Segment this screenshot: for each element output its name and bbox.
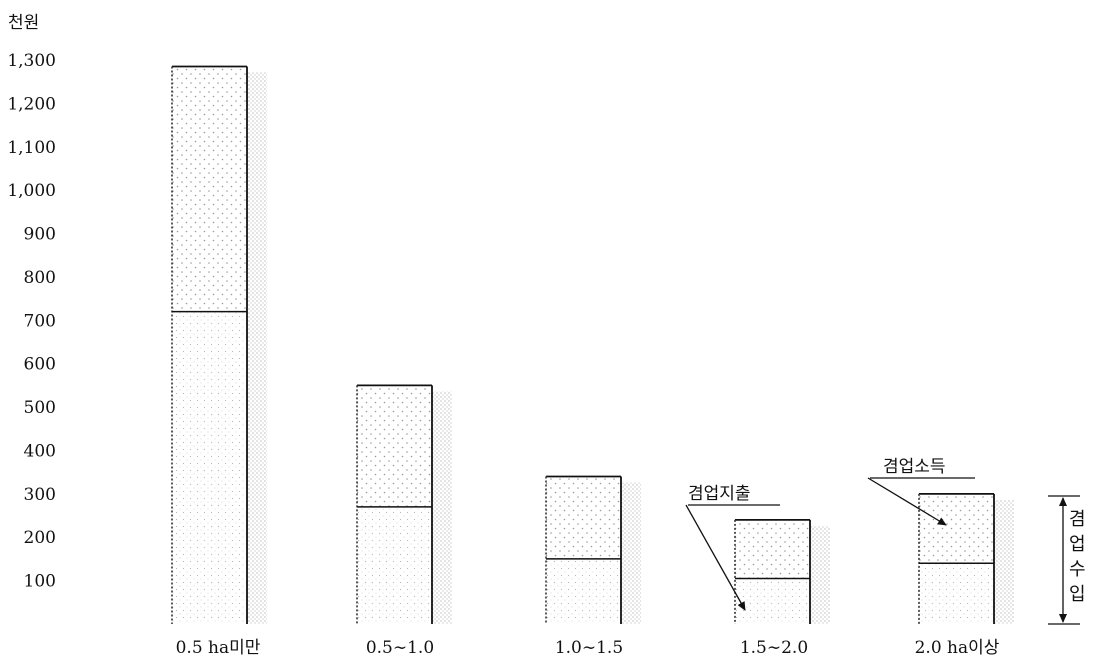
bar-shadow xyxy=(432,391,452,624)
y-tick-label: 1,200 xyxy=(7,94,56,114)
y-tick-label: 1,000 xyxy=(7,181,56,201)
bar-shadow xyxy=(247,72,267,624)
category-label: 1.0∼1.5 xyxy=(555,638,623,658)
y-tick-label: 1,100 xyxy=(7,138,56,158)
bar-shadow xyxy=(810,525,830,624)
annotation-expense-arrow xyxy=(685,504,746,611)
y-tick-label: 300 xyxy=(24,485,56,505)
y-tick-label: 1,300 xyxy=(7,51,56,71)
category-label: 1.5∼2.0 xyxy=(740,638,808,658)
y-tick-label: 800 xyxy=(24,268,56,288)
revenue-label-char-4: 입 xyxy=(1069,584,1086,605)
annotation-expense: 겸업지출 xyxy=(685,484,780,611)
bar-segment-expense xyxy=(172,311,247,624)
revenue-label-char-2: 업 xyxy=(1069,534,1086,555)
y-tick-label: 100 xyxy=(24,572,56,592)
y-tick-label: 500 xyxy=(24,398,56,418)
category-labels: 0.5 ha미만 0.5∼1.0 1.0∼1.5 1.5∼2.0 2.0 ha이상 xyxy=(176,638,1000,658)
annotation-expense-label: 겸업지출 xyxy=(688,484,751,504)
annotation-revenue: 겸 업 수 입 xyxy=(1048,495,1086,625)
category-label: 0.5 ha미만 xyxy=(176,638,261,658)
y-tick-label: 400 xyxy=(24,441,56,461)
bar-segment-income xyxy=(172,66,247,312)
annotation-income-arrow xyxy=(867,477,947,526)
y-axis-ticks: 100 200 300 400 500 600 700 800 900 1,000 1,100 1,2… xyxy=(7,51,56,592)
y-tick-label: 900 xyxy=(24,225,56,245)
revenue-label-char-1: 겸 xyxy=(1069,509,1086,530)
annotation-income: 겸업소득 xyxy=(867,457,975,526)
bar-segment-expense xyxy=(735,578,810,624)
bar-segment-expense xyxy=(546,558,621,624)
bar-segment-income xyxy=(735,519,810,579)
bar-segment-expense xyxy=(919,563,994,624)
bar-segment-expense xyxy=(357,506,432,624)
bars xyxy=(171,65,1014,624)
annotation-income-label: 겸업소득 xyxy=(883,457,946,477)
bar-shadow xyxy=(994,499,1014,624)
bar-shadow xyxy=(621,482,641,624)
y-tick-label: 600 xyxy=(24,355,56,375)
bar-segment-income xyxy=(357,385,432,507)
y-unit-label: 천원 xyxy=(8,13,39,33)
bar-segment-income xyxy=(919,493,994,564)
category-label: 2.0 ha이상 xyxy=(915,638,1000,658)
category-label: 0.5∼1.0 xyxy=(366,638,434,658)
bar-segment-income xyxy=(546,476,621,559)
revenue-label-char-3: 수 xyxy=(1069,559,1086,580)
y-tick-label: 200 xyxy=(24,528,56,548)
y-tick-label: 700 xyxy=(24,311,56,331)
